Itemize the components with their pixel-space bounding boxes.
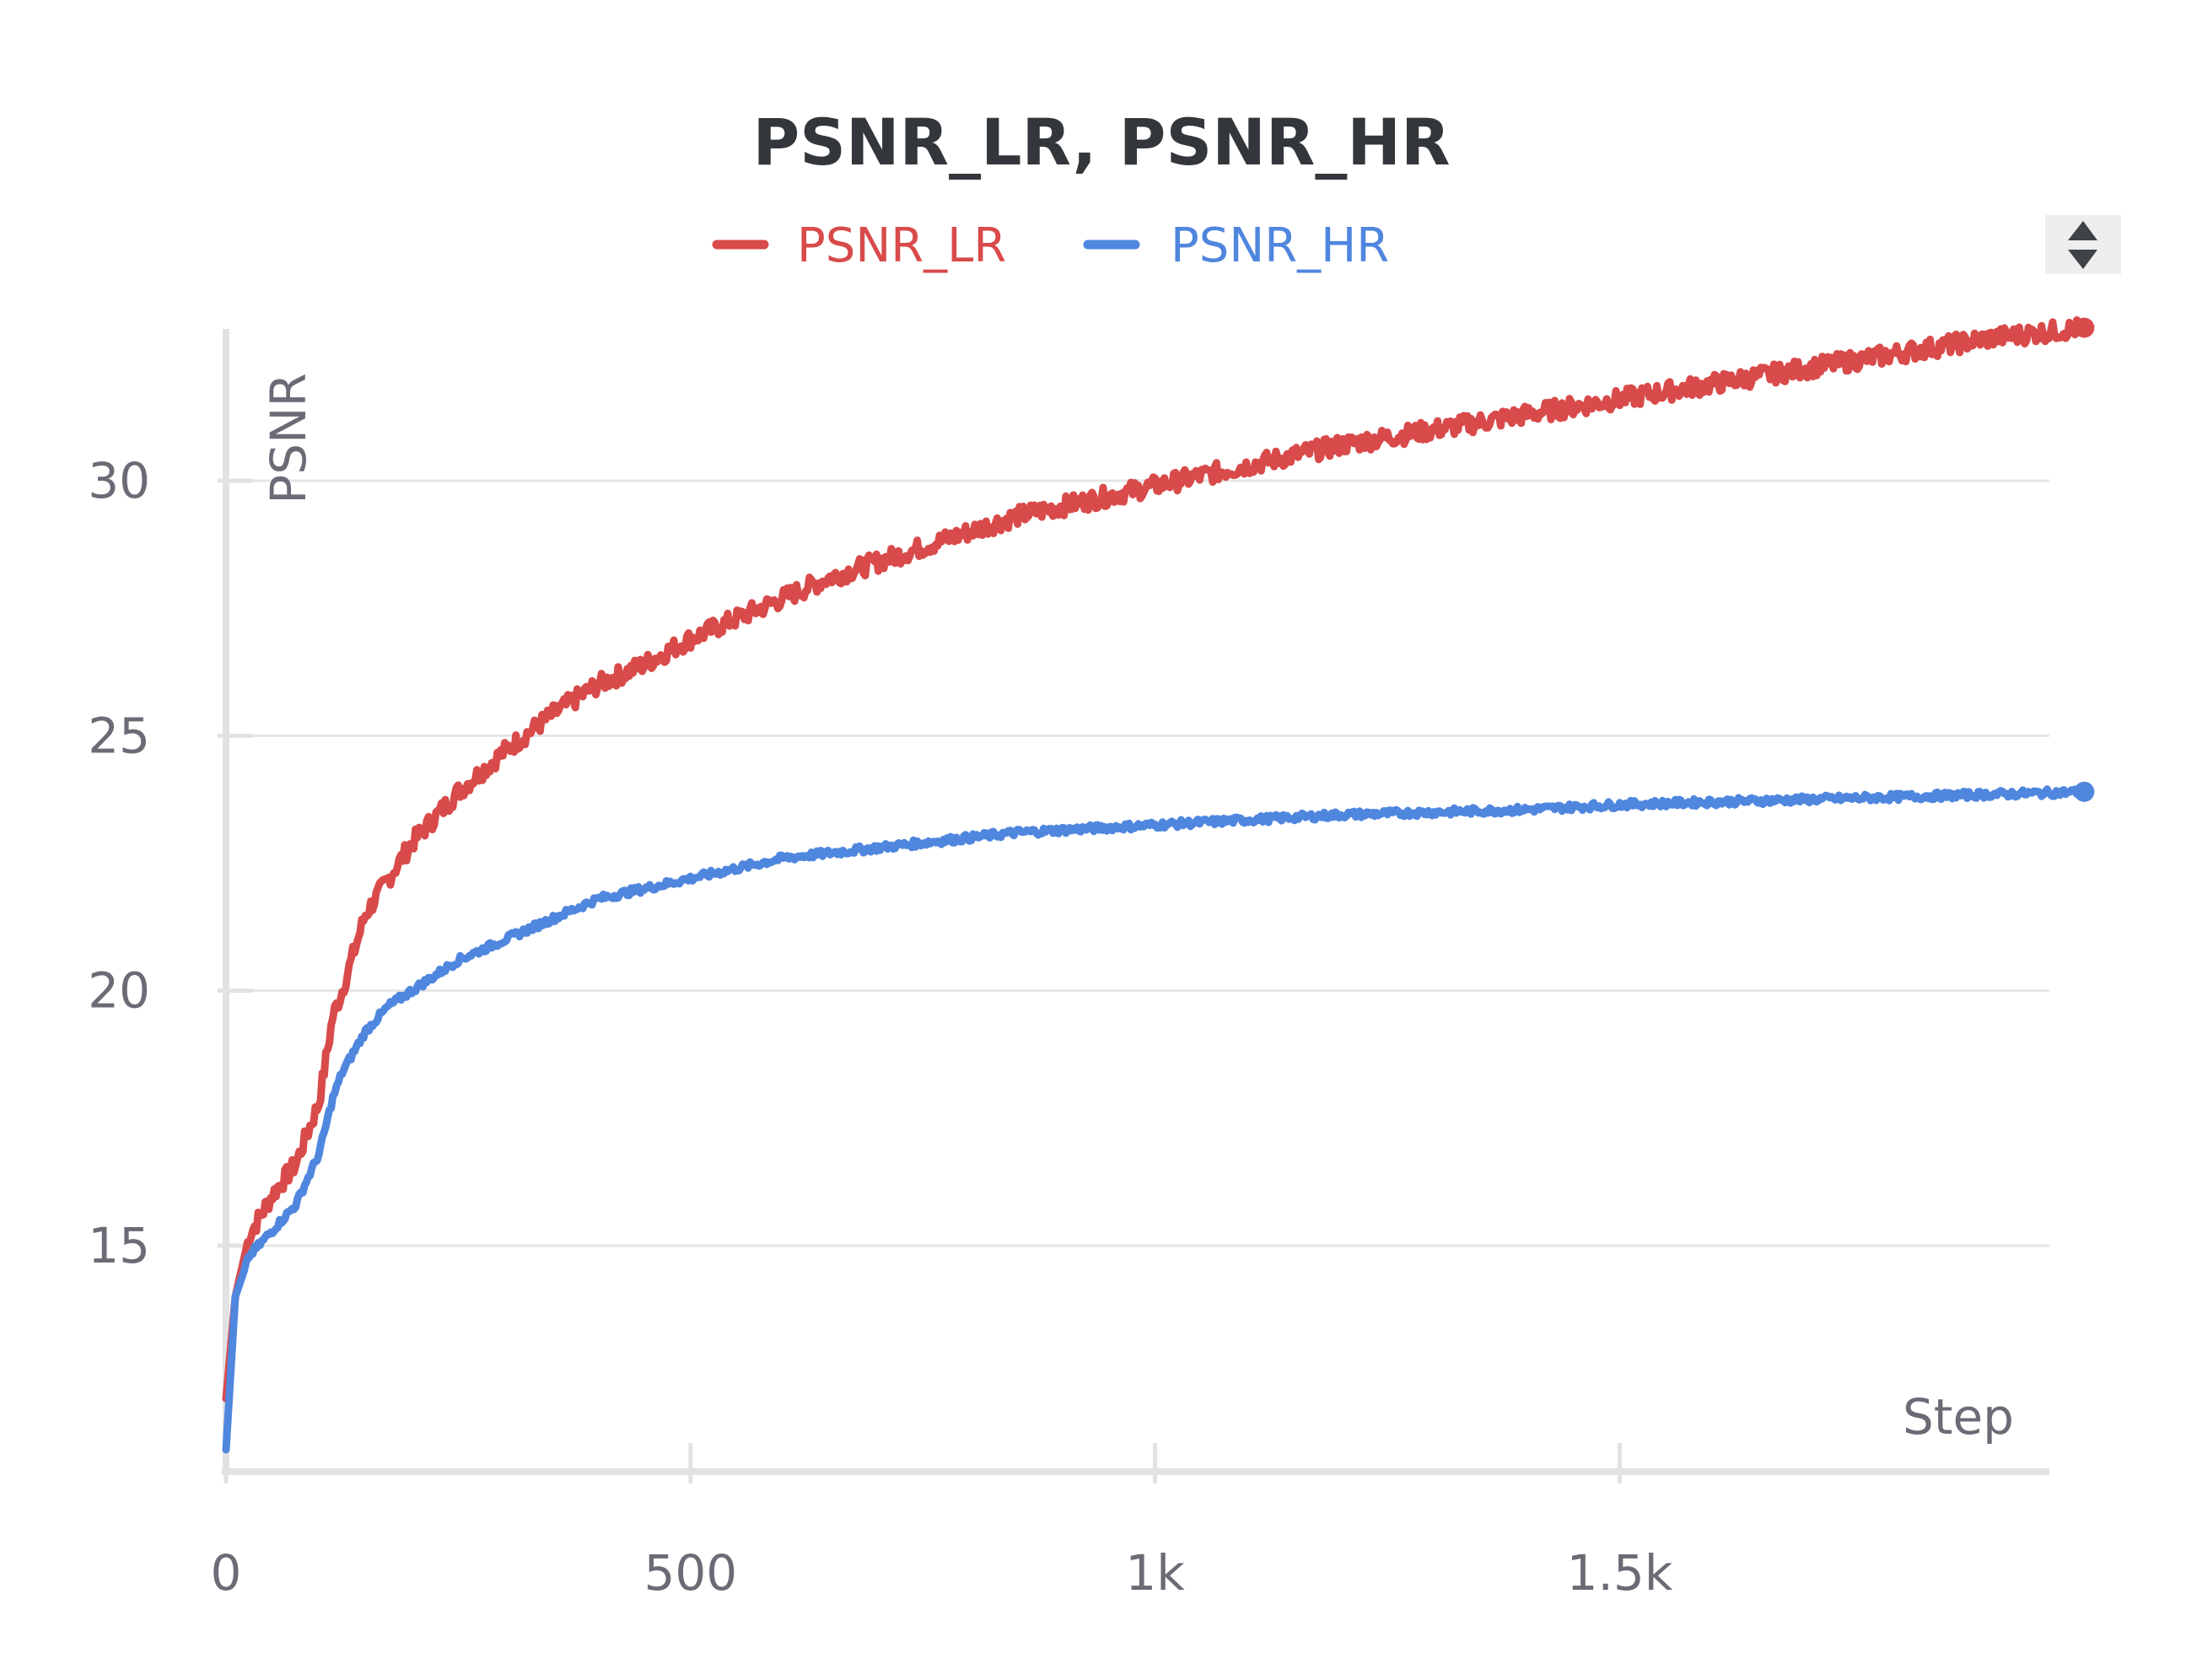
tick-labels: 15 20 25 30 0 500 1k 1.5k — [88, 452, 1673, 1602]
x-tick-label: 500 — [643, 1544, 737, 1602]
y-axis-label: PSNR — [260, 373, 317, 503]
legend-item-psnr-lr[interactable]: PSNR_LR — [712, 218, 1006, 273]
legend-label-psnr-lr: PSNR_LR — [797, 218, 1006, 273]
series-lines — [222, 316, 2095, 1454]
y-tick-label: 25 — [88, 707, 150, 764]
series-line-psnr-lr[interactable] — [222, 316, 2088, 1403]
x-axis-label: Step — [1903, 1388, 2014, 1446]
chart-title: PSNR_LR, PSNR_HR — [753, 105, 1451, 180]
series-endpoint-psnr-lr[interactable] — [2074, 317, 2095, 338]
legend-scroll-control[interactable] — [2045, 215, 2121, 274]
y-tick-label: 15 — [88, 1217, 150, 1274]
x-tick-label: 1k — [1125, 1544, 1185, 1602]
series-endpoint-psnr-hr[interactable] — [2074, 781, 2095, 802]
scroll-up-icon[interactable] — [2068, 221, 2097, 240]
x-tick-label: 1.5k — [1567, 1544, 1673, 1602]
axes — [218, 329, 2049, 1483]
x-tick-label: 0 — [211, 1544, 242, 1602]
y-tick-label: 20 — [88, 962, 150, 1020]
scroll-down-icon[interactable] — [2068, 250, 2097, 269]
grid-lines — [226, 479, 2049, 1247]
series-line-psnr-hr[interactable] — [222, 784, 2088, 1454]
legend-item-psnr-hr[interactable]: PSNR_HR — [1083, 218, 1389, 273]
y-tick-label: 30 — [88, 452, 150, 509]
legend: PSNR_LR PSNR_HR — [712, 218, 1389, 273]
legend-label-psnr-hr: PSNR_HR — [1171, 218, 1389, 273]
